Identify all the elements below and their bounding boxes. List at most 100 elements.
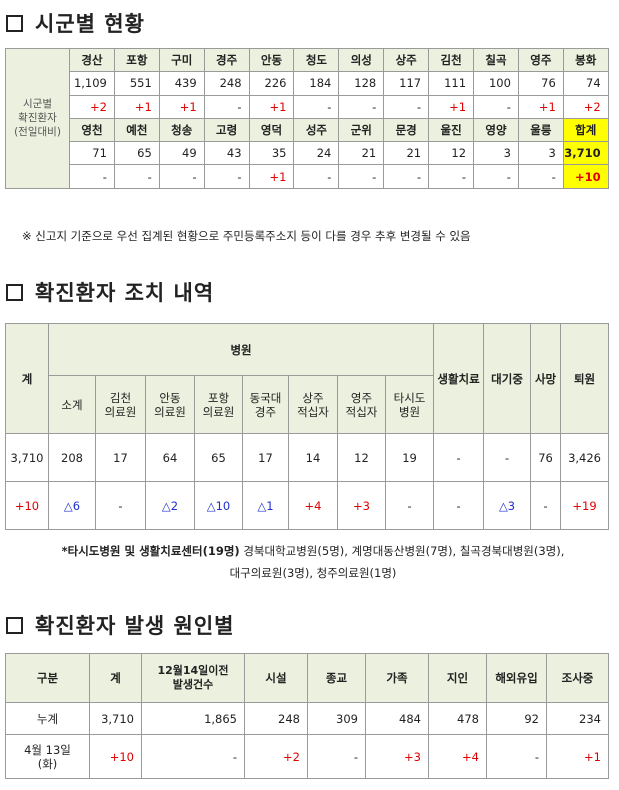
- hospital-subheader-cell: 포항 의료원: [194, 375, 243, 434]
- city-count-cell: 3: [473, 141, 519, 166]
- city-header-cell: 영덕: [248, 117, 295, 143]
- city-header-cell: 울진: [428, 117, 475, 143]
- section-title-text: 시군별 현황: [35, 12, 145, 36]
- city-header-cell: 포항: [113, 47, 160, 73]
- section-title-cause: 확진환자 발생 원인별: [6, 610, 235, 640]
- city-count-cell: 184: [293, 71, 340, 96]
- patient-actions-table: 계 병원 생활치료 대기중 사망 퇴원 소계 김천 의료원 안동 의료원 포항 의료원 동국대…: [5, 323, 610, 530]
- cause-daily-cell: +1: [546, 734, 609, 779]
- city-count-cell: 49: [158, 141, 205, 166]
- city-change-cell: -: [428, 164, 475, 189]
- header-waiting: 대기중: [483, 323, 532, 434]
- city-header-cell: 의성: [338, 47, 385, 73]
- action-count-cell: -: [433, 433, 485, 482]
- hospital-subheader-cell: 상주 적십자: [288, 375, 338, 434]
- cause-total-cell: 484: [365, 702, 429, 735]
- cause-header-cell: 시설: [244, 653, 308, 703]
- table-row: - - - - +1- - - - - - +10: [6, 164, 609, 189]
- city-change-cell: -: [338, 94, 385, 119]
- cause-total-cell: 3,710: [89, 702, 142, 735]
- side-label-city-confirmed: 시군별 확진환자 (전일대비): [5, 48, 70, 189]
- city-change-cell: +1: [248, 164, 295, 189]
- table-row: 시군별 확진환자 (전일대비) 경산 포항 구미 경주 안동 청도 의성 상주 김천 칠곡 영주 봉화: [5, 47, 609, 189]
- cause-header-cell: 구분: [5, 653, 90, 703]
- cause-header-cell: 지인: [428, 653, 487, 703]
- city-header-cell: 청송: [158, 117, 205, 143]
- action-change-cell: +19: [560, 481, 610, 530]
- city-header-cell: 칠곡: [473, 47, 519, 73]
- city-change-cell: -: [517, 164, 564, 189]
- city-count-cell: 21: [383, 141, 430, 166]
- action-count-cell: 64: [145, 433, 195, 482]
- city-count-cell: 128: [338, 71, 385, 96]
- cause-total-cell: 1,865: [141, 702, 245, 735]
- hospital-subheader-cell: 안동 의료원: [145, 375, 195, 434]
- city-change-cell: +1: [158, 94, 205, 119]
- action-change-cell: +10: [5, 481, 49, 530]
- action-count-cell: 12: [337, 433, 386, 482]
- cause-header-cell: 종교: [307, 653, 366, 703]
- city-header-cell: 영주: [517, 47, 564, 73]
- city-change-cell: +1: [113, 94, 160, 119]
- city-change-cell: -: [383, 94, 430, 119]
- city-count-cell: 24: [293, 141, 340, 166]
- header-home-treatment: 생활치료: [433, 323, 485, 434]
- action-change-cell: -: [530, 481, 562, 530]
- city-change-cell: -: [293, 94, 340, 119]
- cause-header-cell: 계: [89, 653, 142, 703]
- city-count-cell: 43: [203, 141, 250, 166]
- cause-daily-cell: +4: [428, 734, 487, 779]
- action-count-cell: 19: [384, 433, 435, 482]
- city-count-cell: 3: [517, 141, 564, 166]
- city-header-cell: 문경: [383, 117, 430, 143]
- city-change-cell: -: [473, 164, 519, 189]
- city-header-cell: 예천: [113, 117, 160, 143]
- city-count-cell: 248: [203, 71, 250, 96]
- cause-total-cell: 누계: [5, 702, 90, 735]
- city-change-cell: -: [203, 164, 250, 189]
- action-count-cell: 65: [194, 433, 243, 482]
- city-header-cell: 성주: [293, 117, 340, 143]
- header-total: 계: [5, 323, 49, 434]
- city-count-cell: 117: [383, 71, 430, 96]
- action-change-cell: △6: [48, 481, 96, 530]
- city-header-cell: 봉화: [562, 47, 609, 73]
- section-title-text: 확진환자 발생 원인별: [35, 614, 235, 638]
- cause-daily-cell: +10: [89, 734, 142, 779]
- city-change-cell: -: [293, 164, 340, 189]
- header-discharge: 퇴원: [560, 323, 610, 434]
- city-header-cell: 경산: [69, 47, 115, 73]
- action-change-cell: -: [433, 481, 485, 530]
- checkbox-square-icon: [6, 14, 23, 32]
- table-row: 71 65 49 43 35 24 21 21 12 3 3 3,710: [6, 141, 609, 166]
- city-change-cell: -: [69, 164, 115, 189]
- city-header-cell: 상주: [383, 47, 430, 73]
- note-other-hospitals-line1: *타시도병원 및 생활치료센터(19명) 경북대학교병원(5명), 계명대동산병…: [10, 543, 616, 559]
- city-change-cell: +2: [69, 94, 115, 119]
- city-count-cell: 21: [338, 141, 385, 166]
- note-other-hospitals-line2: 대구의료원(3명), 청주의료원(1명): [229, 566, 397, 580]
- cause-daily-cell: -: [141, 734, 245, 779]
- checkbox-square-icon: [6, 283, 23, 301]
- cause-daily-cell: -: [486, 734, 547, 779]
- city-count-cell: 439: [158, 71, 205, 96]
- section-title-text: 확진환자 조치 내역: [35, 281, 215, 305]
- hospital-subheader-cell: 동국대 경주: [242, 375, 289, 434]
- cause-total-cell: 234: [546, 702, 609, 735]
- city-count-cell: 35: [248, 141, 295, 166]
- table-row: 영천 예천 청송 고령 영덕 성주 군위 문경 울진 영양 울릉 합계: [6, 117, 609, 143]
- city-count-cell: 12: [428, 141, 475, 166]
- hospital-subheader-cell: 소계: [48, 375, 96, 434]
- table-row: 1,109 551 439 248 226 184 128 117 111 100 76 74: [6, 71, 609, 96]
- hospital-subheader-cell: 타시도 병원: [384, 375, 435, 434]
- action-change-cell: △10: [194, 481, 243, 530]
- cause-daily-cell: -: [307, 734, 366, 779]
- action-count-cell: 208: [48, 433, 96, 482]
- city-change-cell: +1: [248, 94, 295, 119]
- city-header-cell: 김천: [428, 47, 475, 73]
- action-change-cell: +4: [288, 481, 338, 530]
- action-count-cell: -: [483, 433, 532, 482]
- city-change-cell: -: [383, 164, 430, 189]
- city-count-cell: 551: [113, 71, 160, 96]
- city-count-cell: 1,109: [69, 71, 115, 96]
